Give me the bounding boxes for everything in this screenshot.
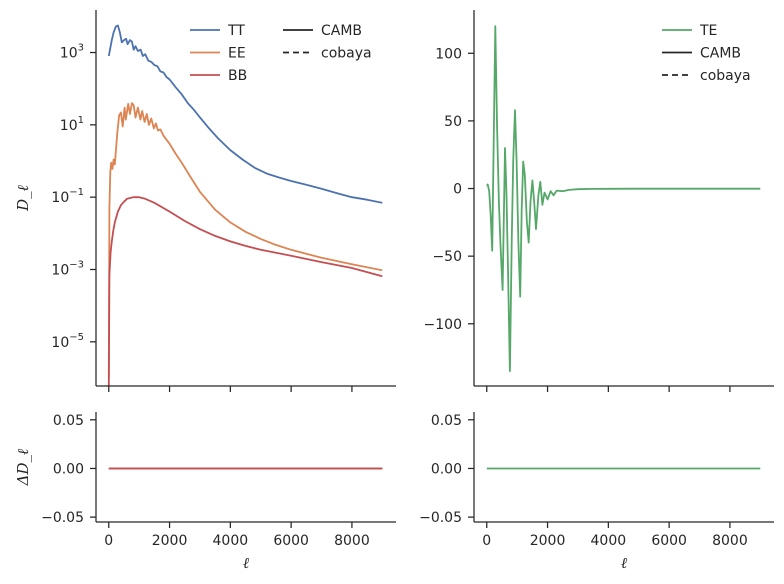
x-tick-label: 8000 [712, 533, 748, 549]
x-tick-label: 0 [104, 533, 113, 549]
x-axis-label: ℓ [621, 554, 627, 572]
legend: TE CAMB cobaya [662, 23, 751, 84]
series-line-ee [107, 102, 383, 379]
series-group [486, 25, 761, 373]
x-axis-label: ℓ [243, 554, 249, 572]
panel-top-right: 100 50 0 −50 −100 TE CAMB cobaya [424, 10, 774, 392]
legend-label-cobaya: cobaya [321, 46, 372, 62]
x-tick-label: 2000 [530, 533, 566, 549]
panel-bottom-left: 0 2000 4000 6000 8000 0.05 0.00 −0.05 ΔD_ℓ ℓ [14, 412, 396, 572]
legend-label-bb: BB [228, 68, 247, 84]
y-tick-label: −100 [424, 317, 462, 333]
y-tick-label: 10−1 [51, 187, 84, 206]
legend-label-cobaya: cobaya [700, 68, 751, 84]
y-axis-label: ΔD_ℓ [14, 449, 32, 487]
panel-top-left: 103 101 10−1 10−3 10−5 D_ℓ TT EE BB CAMB cobaya [14, 10, 396, 392]
y-axis-label: D_ℓ [14, 185, 32, 212]
y-tick-label: −0.05 [41, 510, 84, 526]
x-tick-label: 4000 [591, 533, 627, 549]
series-line-tt [107, 24, 383, 204]
legend: TT EE BB CAMB cobaya [190, 23, 372, 84]
series-line-te [486, 25, 761, 373]
x-tick-label: 0 [482, 533, 491, 549]
y-tick-label: 10−5 [51, 332, 84, 351]
x-tick-label: 2000 [152, 533, 188, 549]
legend-label-ee: EE [228, 46, 246, 62]
legend-label-te: TE [699, 23, 717, 39]
y-tick-label: 0.00 [53, 461, 84, 477]
legend-label-camb: CAMB [700, 46, 741, 62]
series-group [107, 24, 383, 387]
legend-label-tt: TT [227, 23, 245, 39]
y-tick-label: 0.05 [431, 413, 462, 429]
x-tick-label: 4000 [213, 533, 249, 549]
y-tick-label: 0 [453, 182, 462, 198]
x-tick-label: 6000 [273, 533, 309, 549]
series-line-bb [107, 196, 383, 387]
y-tick-label: 101 [60, 115, 84, 134]
y-tick-label: −50 [432, 249, 462, 265]
y-tick-label: 103 [60, 43, 84, 62]
x-tick-label: 6000 [651, 533, 687, 549]
y-tick-label: −0.05 [419, 510, 462, 526]
y-tick-label: 10−3 [51, 259, 84, 278]
y-tick-label: 100 [435, 46, 462, 62]
legend-label-camb: CAMB [321, 23, 362, 39]
x-tick-label: 8000 [334, 533, 370, 549]
y-tick-label: 0.05 [53, 413, 84, 429]
y-tick-label: 50 [444, 114, 462, 130]
panel-bottom-right: 0 2000 4000 6000 8000 0.05 0.00 −0.05 ℓ [419, 412, 774, 572]
y-tick-label: 0.00 [431, 461, 462, 477]
